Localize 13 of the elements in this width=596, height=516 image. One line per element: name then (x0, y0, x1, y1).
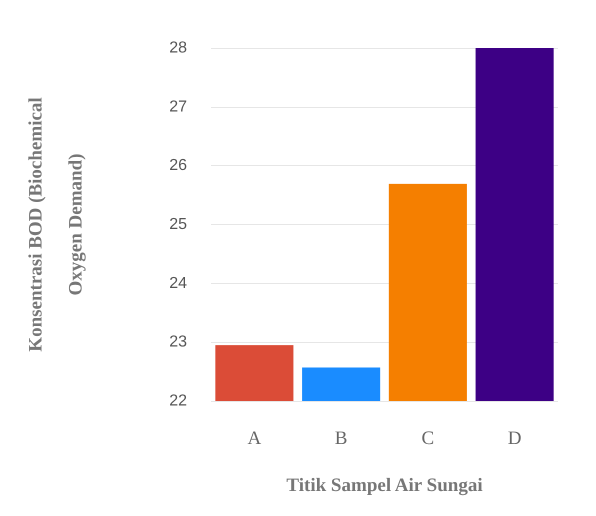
x-tick-label: D (508, 428, 522, 449)
y-tick-label: 26 (169, 157, 188, 174)
x-tick-label: B (334, 428, 348, 449)
y-tick-label: 22 (169, 392, 188, 410)
x-tick-label: A (248, 428, 262, 449)
y-tick-label: 25 (169, 216, 188, 233)
y-tick-label: 27 (169, 98, 188, 116)
y-axis-title: Konsentrasi BOD (Biochemical Oxygen Demand) (26, 97, 86, 352)
y-tick-label: 28 (169, 40, 188, 56)
x-tick-label: C (422, 428, 434, 449)
x-axis-title: Titik Sampel Air Sungai (286, 475, 483, 496)
y-tick-label: 24 (169, 274, 188, 292)
y-tick-label: 23 (169, 334, 188, 351)
